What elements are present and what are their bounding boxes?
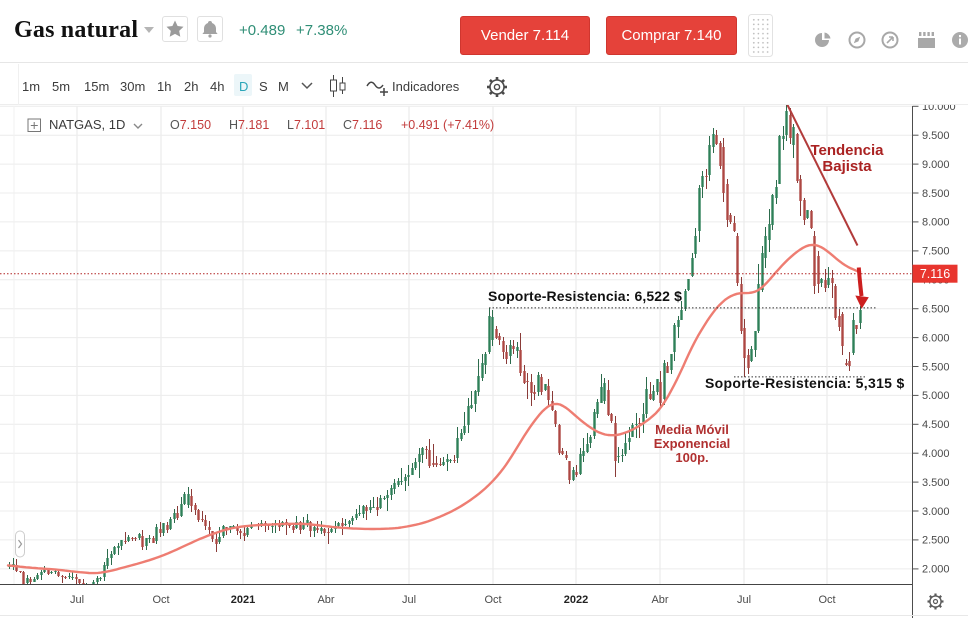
svg-text:Jul: Jul [402,594,416,606]
svg-text:2022: 2022 [564,594,588,606]
svg-text:7.116: 7.116 [920,267,950,281]
svg-text:3.000: 3.000 [922,506,950,518]
svg-text:6.000: 6.000 [922,332,950,344]
svg-text:Bajista: Bajista [822,158,872,175]
svg-text:Exponencial: Exponencial [654,436,731,451]
svg-text:Abr: Abr [317,594,334,606]
svg-text:5.500: 5.500 [922,361,950,373]
svg-text:2.000: 2.000 [922,564,950,576]
svg-text:Oct: Oct [484,594,501,606]
svg-text:Soporte-Resistencia: 5,315 $: Soporte-Resistencia: 5,315 $ [705,375,905,391]
svg-text:Abr: Abr [651,594,668,606]
svg-text:3.500: 3.500 [922,477,950,489]
svg-text:100p.: 100p. [675,450,708,465]
svg-text:4.000: 4.000 [922,448,950,460]
svg-text:2021: 2021 [231,594,255,606]
svg-text:6.500: 6.500 [922,304,950,316]
svg-text:Jul: Jul [737,594,751,606]
svg-text:Jul: Jul [70,594,84,606]
svg-text:8.000: 8.000 [922,217,950,229]
svg-text:9.000: 9.000 [922,159,950,171]
svg-text:Oct: Oct [152,594,169,606]
svg-text:Oct: Oct [818,594,835,606]
svg-text:9.500: 9.500 [922,130,950,142]
svg-text:7.500: 7.500 [922,246,950,258]
svg-text:5.000: 5.000 [922,390,950,402]
svg-text:Media Móvil: Media Móvil [655,422,729,437]
svg-text:2.500: 2.500 [922,535,950,547]
svg-text:Tendencia: Tendencia [810,142,884,159]
svg-text:8.500: 8.500 [922,188,950,200]
svg-text:4.500: 4.500 [922,419,950,431]
svg-text:Soporte-Resistencia: 6,522 $: Soporte-Resistencia: 6,522 $ [488,288,682,304]
